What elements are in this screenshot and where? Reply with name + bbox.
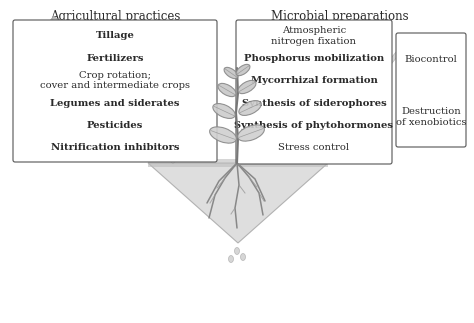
Ellipse shape [213, 104, 235, 119]
Polygon shape [328, 33, 387, 105]
Ellipse shape [224, 68, 238, 78]
Polygon shape [364, 37, 411, 94]
Text: Atmospheric
nitrogen fixation: Atmospheric nitrogen fixation [272, 26, 356, 46]
FancyBboxPatch shape [13, 20, 217, 162]
Ellipse shape [218, 83, 236, 97]
Text: Agricultural practices: Agricultural practices [50, 10, 180, 23]
Text: Crop rotation;
cover and intermediate crops: Crop rotation; cover and intermediate cr… [40, 71, 190, 90]
Text: Legumes and siderates: Legumes and siderates [50, 99, 180, 108]
FancyBboxPatch shape [236, 20, 392, 164]
Ellipse shape [210, 127, 237, 143]
Ellipse shape [228, 255, 234, 263]
Text: Microbial preparations: Microbial preparations [271, 10, 409, 23]
Text: Stress control: Stress control [279, 143, 349, 152]
Polygon shape [42, 16, 81, 52]
Ellipse shape [235, 247, 239, 255]
Text: Synthesis of phytohormones: Synthesis of phytohormones [235, 121, 393, 130]
Text: Tillage: Tillage [96, 32, 135, 40]
Polygon shape [148, 163, 328, 243]
Text: Destruction
of xenobiotics: Destruction of xenobiotics [396, 107, 466, 127]
Ellipse shape [237, 125, 264, 141]
Text: Biocontrol: Biocontrol [405, 56, 457, 65]
FancyBboxPatch shape [396, 33, 466, 147]
Text: Fertilizers: Fertilizers [86, 54, 144, 63]
Text: Pesticides: Pesticides [87, 121, 143, 130]
FancyBboxPatch shape [148, 159, 328, 167]
Ellipse shape [240, 254, 246, 261]
Text: Phosphorus mobilization: Phosphorus mobilization [244, 54, 384, 63]
Text: Nitrification inhibitors: Nitrification inhibitors [51, 143, 179, 152]
Ellipse shape [236, 64, 250, 76]
Ellipse shape [239, 100, 261, 115]
Ellipse shape [238, 80, 256, 94]
Text: Synthesis of siderophores: Synthesis of siderophores [242, 99, 386, 108]
Text: Mycorrhizal formation: Mycorrhizal formation [251, 76, 377, 85]
Polygon shape [57, 28, 183, 164]
